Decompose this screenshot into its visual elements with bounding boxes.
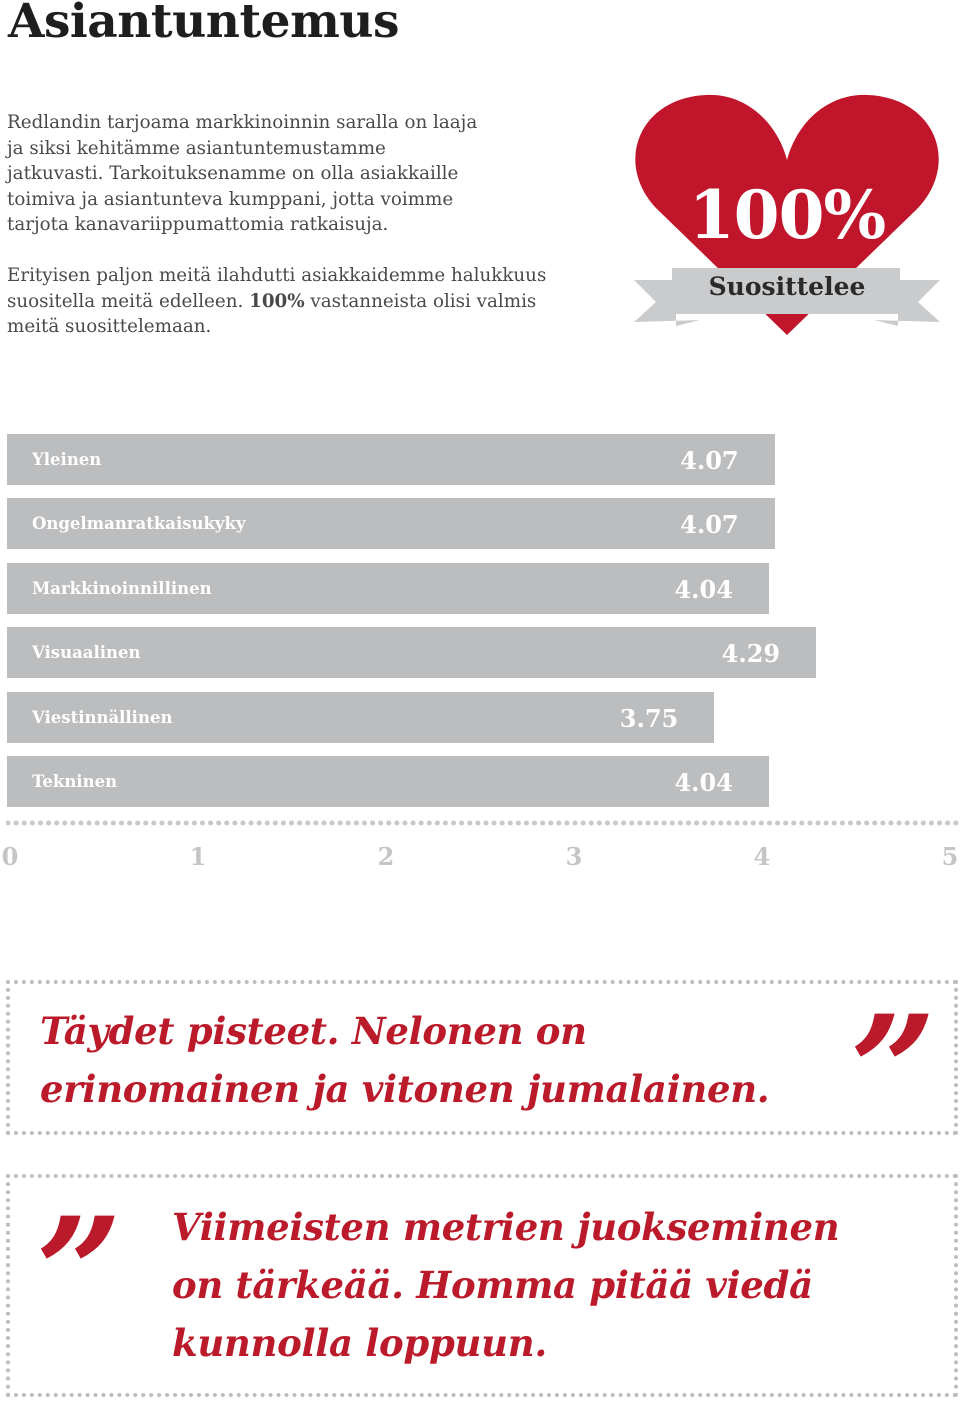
chart-data-label: 3.75: [619, 703, 679, 733]
quote-1-line-2: erinomainen ja vitonen jumalainen.: [40, 1067, 770, 1111]
chart-bar-label: Markkinoinnillinen suunnitteluosaaminen: [32, 578, 239, 649]
intro-text-2: Erityisen paljon meitä ilahdutti asiakka…: [7, 263, 567, 340]
chart-data-label: 4.29: [721, 639, 781, 669]
quote-2-line-2: on tärkeää. Homma pitää viedä: [172, 1263, 813, 1307]
intro-p2-percent: 100%: [249, 290, 305, 312]
x-axis-tick-label: 1: [189, 842, 207, 871]
quote-mark-icon-2: ”: [36, 1185, 123, 1361]
quote-box-1: Täydet pisteet. Nelonen on erinomainen j…: [6, 980, 958, 1146]
chart-bar: [7, 562, 769, 614]
chart-data-label: 4.07: [680, 446, 739, 475]
intro-paragraph-1: Redlandin tarjoama markkinoinnin saralla…: [7, 112, 478, 235]
x-axis-tick-label: 4: [753, 842, 771, 871]
x-axis-tick-label: 0: [1, 842, 19, 871]
chart-data-label: 4.04: [674, 768, 733, 797]
chart-bar-label: Yleinen henkilöstön asiantuntemus: [32, 450, 170, 571]
intro-paragraph-2: Erityisen paljon meitä ilahdutti asiakka…: [7, 263, 567, 340]
recommend-label: Suosittelee: [708, 272, 866, 301]
x-axis-tick-label: 2: [377, 842, 395, 871]
quote-mark-icon: ”: [850, 983, 937, 1159]
x-axis-tick-label: 3: [565, 842, 583, 871]
chart-bar: [7, 627, 817, 679]
intro-p2-start: Erityisen paljon meitä ilahdutti asiakka…: [7, 265, 547, 312]
recommend-percent: 100%: [688, 176, 886, 254]
quote-2-text: Viimeisten metrien juokseminen on tärkeä…: [172, 1198, 840, 1372]
chart-bar: [7, 756, 769, 807]
quote-1-line-1: Täydet pisteet. Nelonen on: [40, 1009, 587, 1053]
page-title: Asiantuntemus: [8, 0, 399, 49]
chart-data-label: 4.07: [680, 510, 739, 540]
chart-bar-label: Ongelmanratkaisukyky: [32, 514, 246, 534]
chart-bar: [7, 434, 775, 485]
ribbon-banner: [672, 268, 900, 314]
intro-p2-end: vastanneista olisi valmis meitä suositte…: [7, 290, 537, 338]
chart-bar-label: Visuaalinen suunnitteluosaaminen: [32, 643, 239, 713]
ribbon-left-tail: [634, 280, 700, 326]
chart-bar-label: Viestinnällinen suunnitteluosaaminen: [32, 707, 239, 778]
quote-2-line-3: kunnolla loppuun.: [172, 1321, 547, 1365]
chart-bar-label: Tekninen suunnitteluosaaminen: [32, 772, 240, 842]
quote-2-line-1: Viimeisten metrien juokseminen: [172, 1205, 840, 1249]
quote-1-text: Täydet pisteet. Nelonen on erinomainen j…: [40, 1002, 770, 1118]
chart-bar: [7, 498, 775, 550]
x-axis-tick-label: 5: [941, 842, 959, 871]
quote-box-2: ” Viimeisten metrien juokseminen on tärk…: [6, 1174, 958, 1397]
ribbon-right-tail: [874, 280, 940, 326]
chart-bar: [7, 691, 715, 743]
heart-icon: [634, 94, 940, 336]
chart-data-label: 4.04: [674, 574, 733, 604]
recommend-badge: 100% Suosittelee: [628, 90, 946, 340]
axis-dotted-line: [6, 820, 960, 826]
intro-text: Redlandin tarjoama markkinoinnin saralla…: [7, 110, 567, 238]
